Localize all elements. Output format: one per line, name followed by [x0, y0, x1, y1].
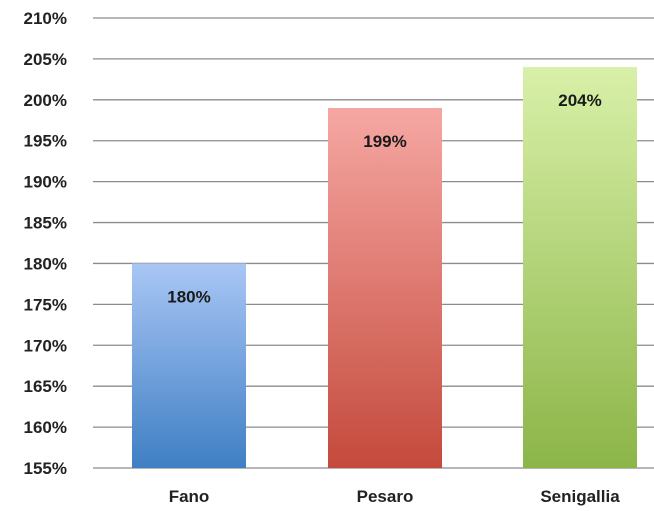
y-tick-label: 185% — [24, 214, 67, 233]
bar-data-label: 204% — [558, 91, 601, 110]
y-tick-label: 190% — [24, 173, 67, 192]
y-tick-label: 200% — [24, 91, 67, 110]
y-tick-label: 210% — [24, 9, 67, 28]
y-tick-label: 155% — [24, 459, 67, 478]
y-tick-label: 175% — [24, 295, 67, 314]
y-tick-label: 170% — [24, 336, 67, 355]
y-tick-label: 205% — [24, 50, 67, 69]
y-tick-label: 165% — [24, 377, 67, 396]
bar-pesaro — [328, 108, 442, 468]
y-tick-label: 180% — [24, 254, 67, 273]
bar-data-labels: 180% 199% 204% — [167, 91, 601, 306]
y-axis-tick-labels: 155% 160% 165% 170% 175% 180% 185% 190% 195% 200%… — [24, 9, 67, 478]
y-tick-label: 195% — [24, 132, 67, 151]
bar-data-label: 180% — [167, 287, 210, 306]
bar-data-label: 199% — [363, 132, 406, 151]
x-category-label: Fano — [169, 487, 210, 506]
x-category-label: Pesaro — [357, 487, 414, 506]
bars — [132, 67, 637, 468]
x-category-label: Senigallia — [540, 487, 620, 506]
bar-senigallia — [523, 67, 637, 468]
y-tick-label: 160% — [24, 418, 67, 437]
x-axis-category-labels: Fano Pesaro Senigallia — [169, 487, 621, 506]
bar-fano — [132, 263, 246, 468]
